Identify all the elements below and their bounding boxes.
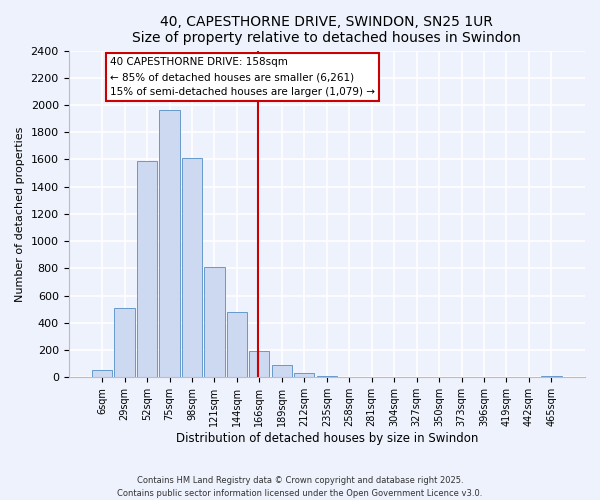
Bar bbox=[294, 372, 314, 378]
Bar bbox=[92, 370, 112, 378]
Bar bbox=[249, 352, 269, 378]
X-axis label: Distribution of detached houses by size in Swindon: Distribution of detached houses by size … bbox=[176, 432, 478, 445]
Bar bbox=[541, 376, 562, 378]
Bar bbox=[137, 161, 157, 378]
Bar bbox=[227, 312, 247, 378]
Bar bbox=[272, 365, 292, 378]
Bar bbox=[317, 376, 337, 378]
Y-axis label: Number of detached properties: Number of detached properties bbox=[15, 126, 25, 302]
Bar bbox=[160, 110, 179, 378]
Bar bbox=[115, 308, 134, 378]
Bar bbox=[182, 158, 202, 378]
Bar bbox=[205, 267, 224, 378]
Text: Contains HM Land Registry data © Crown copyright and database right 2025.
Contai: Contains HM Land Registry data © Crown c… bbox=[118, 476, 482, 498]
Text: 40 CAPESTHORNE DRIVE: 158sqm
← 85% of detached houses are smaller (6,261)
15% of: 40 CAPESTHORNE DRIVE: 158sqm ← 85% of de… bbox=[110, 58, 375, 97]
Title: 40, CAPESTHORNE DRIVE, SWINDON, SN25 1UR
Size of property relative to detached h: 40, CAPESTHORNE DRIVE, SWINDON, SN25 1UR… bbox=[133, 15, 521, 45]
